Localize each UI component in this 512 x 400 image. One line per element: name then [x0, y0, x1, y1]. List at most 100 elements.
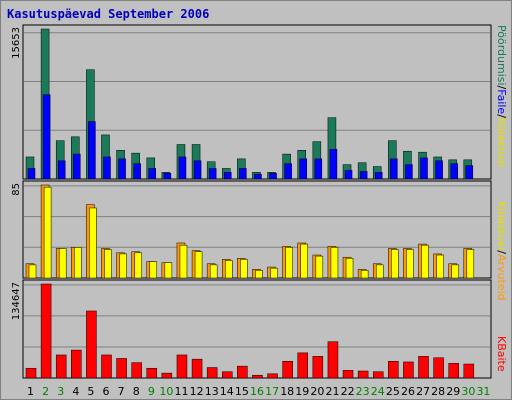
x-tick-label: 18: [280, 385, 294, 398]
x-tick-label: 17: [265, 385, 279, 398]
x-tick-label: 20: [310, 385, 324, 398]
bar-Arvuteid: [194, 251, 203, 279]
bar-KBaite: [40, 283, 52, 379]
bar-KBaite: [433, 357, 444, 379]
x-tick-label: 8: [133, 385, 140, 398]
x-tick-label: 6: [103, 385, 110, 398]
bar-KBaite: [191, 358, 203, 379]
bar-Faile: [435, 160, 443, 180]
bar-KBaite: [403, 361, 414, 379]
bar-Faile: [329, 149, 338, 180]
bar-Arvuteid: [209, 264, 218, 279]
x-tick-label: 31: [476, 385, 490, 398]
bar-Faile: [299, 158, 307, 180]
legend-sep: /: [495, 114, 508, 118]
bar-KBaite: [297, 352, 308, 379]
bar-KBaite: [86, 310, 97, 379]
legend-top: Pöördumisi/Faile/Külastusi: [495, 25, 508, 167]
bar-Arvuteid: [406, 249, 414, 279]
bar-KBaite: [357, 370, 369, 379]
x-tick-label: 15: [235, 385, 249, 398]
bar-Arvuteid: [104, 249, 112, 279]
bar-KBaite: [252, 374, 263, 379]
bar-KBaite: [161, 372, 173, 379]
bar-Arvuteid: [240, 259, 248, 279]
y-max-label: 15653: [11, 27, 22, 59]
bar-Arvuteid: [330, 247, 339, 279]
x-tick-label: 9: [148, 385, 155, 398]
x-tick-label: 14: [220, 385, 234, 398]
x-tick-label: 12: [190, 385, 204, 398]
bar-Arvuteid: [315, 255, 324, 279]
x-tick-label: 26: [401, 385, 415, 398]
legend-kbytes: KBaite: [495, 336, 508, 372]
x-tick-label: 13: [205, 385, 219, 398]
legend-sep: /: [495, 250, 508, 254]
bar-Arvuteid: [421, 244, 429, 279]
bar-Arvuteid: [179, 244, 188, 279]
legend-bottom: KBaite: [495, 336, 508, 372]
bar-Arvuteid: [28, 264, 37, 279]
x-tick-label: 24: [371, 385, 385, 398]
legend-files: Faile: [495, 89, 508, 114]
bar-Arvuteid: [391, 249, 399, 279]
bar-Faile: [359, 171, 368, 180]
legend-sites: Külastusi: [495, 118, 508, 167]
bar-Arvuteid: [119, 253, 127, 279]
bar-KBaite: [448, 363, 459, 379]
y-max-label: 85: [11, 183, 22, 196]
legend-hits: Pöördumisi: [495, 25, 508, 86]
x-tick-label: 29: [446, 385, 460, 398]
x-tick-label: 3: [57, 385, 64, 398]
x-tick-label: 1: [27, 385, 34, 398]
bar-KBaite: [282, 360, 293, 379]
legend-sites-mid: Arvuteid: [495, 254, 508, 301]
bar-Faile: [224, 172, 232, 180]
bar-KBaite: [25, 367, 37, 379]
bar-Faile: [73, 153, 81, 180]
bar-Faile: [163, 173, 172, 180]
bar-KBaite: [101, 354, 112, 379]
bar-Faile: [208, 168, 217, 180]
legend-sep: /: [495, 86, 508, 90]
bar-Faile: [42, 94, 51, 180]
bar-Faile: [344, 170, 353, 180]
bar-Faile: [284, 163, 292, 180]
bar-Faile: [148, 168, 157, 180]
bar-Arvuteid: [255, 270, 263, 279]
x-tick-label: 23: [356, 385, 370, 398]
bar-Faile: [314, 158, 323, 180]
x-tick-label: 2: [42, 385, 49, 398]
bar-KBaite: [146, 367, 158, 379]
bar-KBaite: [71, 349, 82, 379]
bar-Faile: [27, 168, 36, 180]
bar-Arvuteid: [300, 243, 308, 279]
bar-Faile: [420, 157, 428, 180]
chart-title: Kasutuspäevad September 2006: [7, 7, 210, 21]
bar-Arvuteid: [436, 254, 444, 279]
bar-Arvuteid: [89, 207, 97, 279]
y-max-label: 134647: [11, 282, 22, 320]
x-tick-label: 22: [341, 385, 355, 398]
x-tick-label: 21: [325, 385, 339, 398]
bar-Arvuteid: [466, 249, 475, 279]
bar-Faile: [103, 156, 111, 180]
x-tick-label: 4: [72, 385, 79, 398]
bar-Faile: [374, 172, 383, 180]
bar-Arvuteid: [164, 262, 173, 279]
x-tick-label: 30: [461, 385, 475, 398]
bar-KBaite: [342, 370, 354, 379]
bar-Arvuteid: [375, 264, 384, 279]
bar-KBaite: [418, 356, 429, 379]
bar-Arvuteid: [43, 186, 52, 279]
bar-KBaite: [222, 371, 233, 379]
bar-Arvuteid: [270, 267, 278, 279]
bar-KBaite: [312, 356, 324, 379]
bar-Arvuteid: [134, 252, 142, 279]
bar-Faile: [118, 158, 126, 180]
x-tick-label: 28: [431, 385, 445, 398]
bar-Arvuteid: [360, 270, 369, 279]
bar-KBaite: [388, 360, 399, 379]
x-tick-label: 16: [250, 385, 264, 398]
